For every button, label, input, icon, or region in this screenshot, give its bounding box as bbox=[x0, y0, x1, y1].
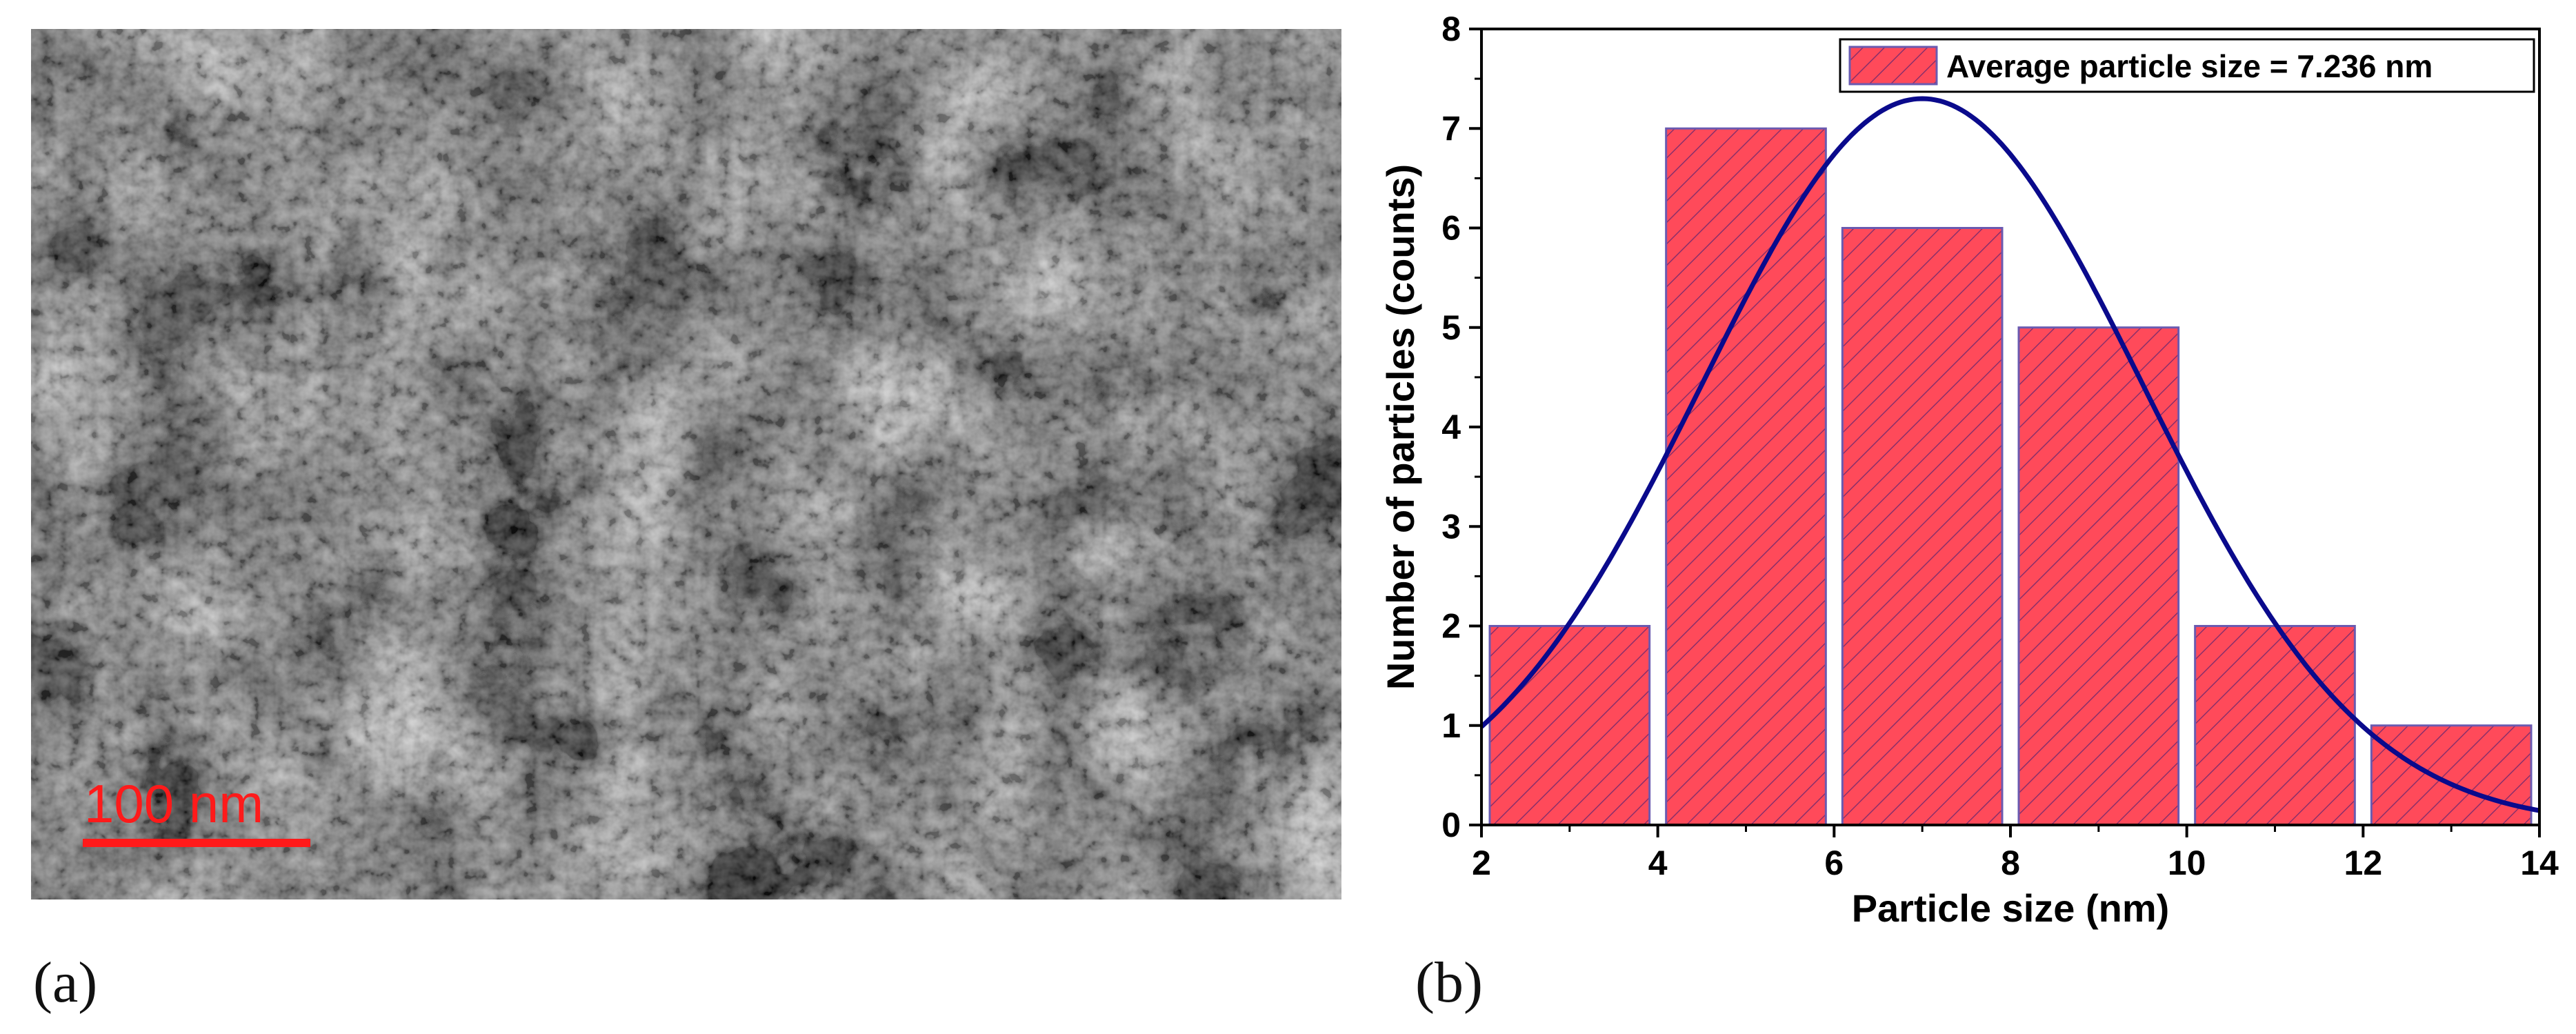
x-tick-label: 8 bbox=[2001, 844, 2020, 882]
histogram-bar bbox=[1488, 625, 1651, 826]
x-axis-ticks: 2 4 6 8 10 12 14 bbox=[1472, 825, 2559, 882]
histogram-bar bbox=[2017, 326, 2180, 826]
legend-swatch bbox=[1848, 46, 1938, 86]
x-tick-label: 14 bbox=[2520, 844, 2559, 882]
x-tick-label: 2 bbox=[1472, 844, 1491, 882]
y-tick-label: 5 bbox=[1441, 308, 1461, 347]
tem-image-panel: 100 nm bbox=[31, 29, 1341, 899]
tem-image-grain bbox=[31, 29, 1341, 899]
x-tick-label: 6 bbox=[1824, 844, 1844, 882]
scale-bar-label: 100 nm bbox=[84, 773, 263, 834]
histogram-bars bbox=[1488, 127, 2533, 826]
panel-label-a: (a) bbox=[33, 951, 97, 1015]
x-tick-label: 12 bbox=[2344, 844, 2383, 882]
x-tick-label: 4 bbox=[1648, 844, 1668, 882]
x-axis-label: Particle size (nm) bbox=[1852, 886, 2170, 930]
y-axis-ticks: 0 1 2 3 4 5 6 7 8 bbox=[1441, 10, 1481, 844]
y-tick-label: 7 bbox=[1441, 109, 1461, 148]
y-tick-label: 4 bbox=[1441, 408, 1461, 446]
y-tick-label: 2 bbox=[1441, 607, 1461, 646]
x-tick-label: 10 bbox=[2168, 844, 2206, 882]
y-tick-label: 8 bbox=[1441, 10, 1461, 48]
legend: Average particle size = 7.236 nm bbox=[1839, 38, 2535, 93]
histogram-bar bbox=[1665, 127, 1827, 826]
histogram-bar bbox=[1841, 227, 2004, 826]
y-tick-label: 6 bbox=[1441, 209, 1461, 248]
y-tick-label: 1 bbox=[1441, 706, 1461, 745]
y-tick-label: 3 bbox=[1441, 507, 1461, 546]
histogram-bar bbox=[2194, 625, 2356, 826]
y-tick-label: 0 bbox=[1441, 806, 1461, 844]
legend-label: Average particle size = 7.236 nm bbox=[1946, 48, 2433, 84]
histogram-bar bbox=[2370, 724, 2533, 826]
panel-label-b: (b) bbox=[1415, 951, 1483, 1015]
y-axis-label: Number of particles (counts) bbox=[1379, 164, 1422, 690]
gaussian-fit-curve bbox=[1479, 96, 2540, 813]
legend-box bbox=[1839, 38, 2535, 93]
